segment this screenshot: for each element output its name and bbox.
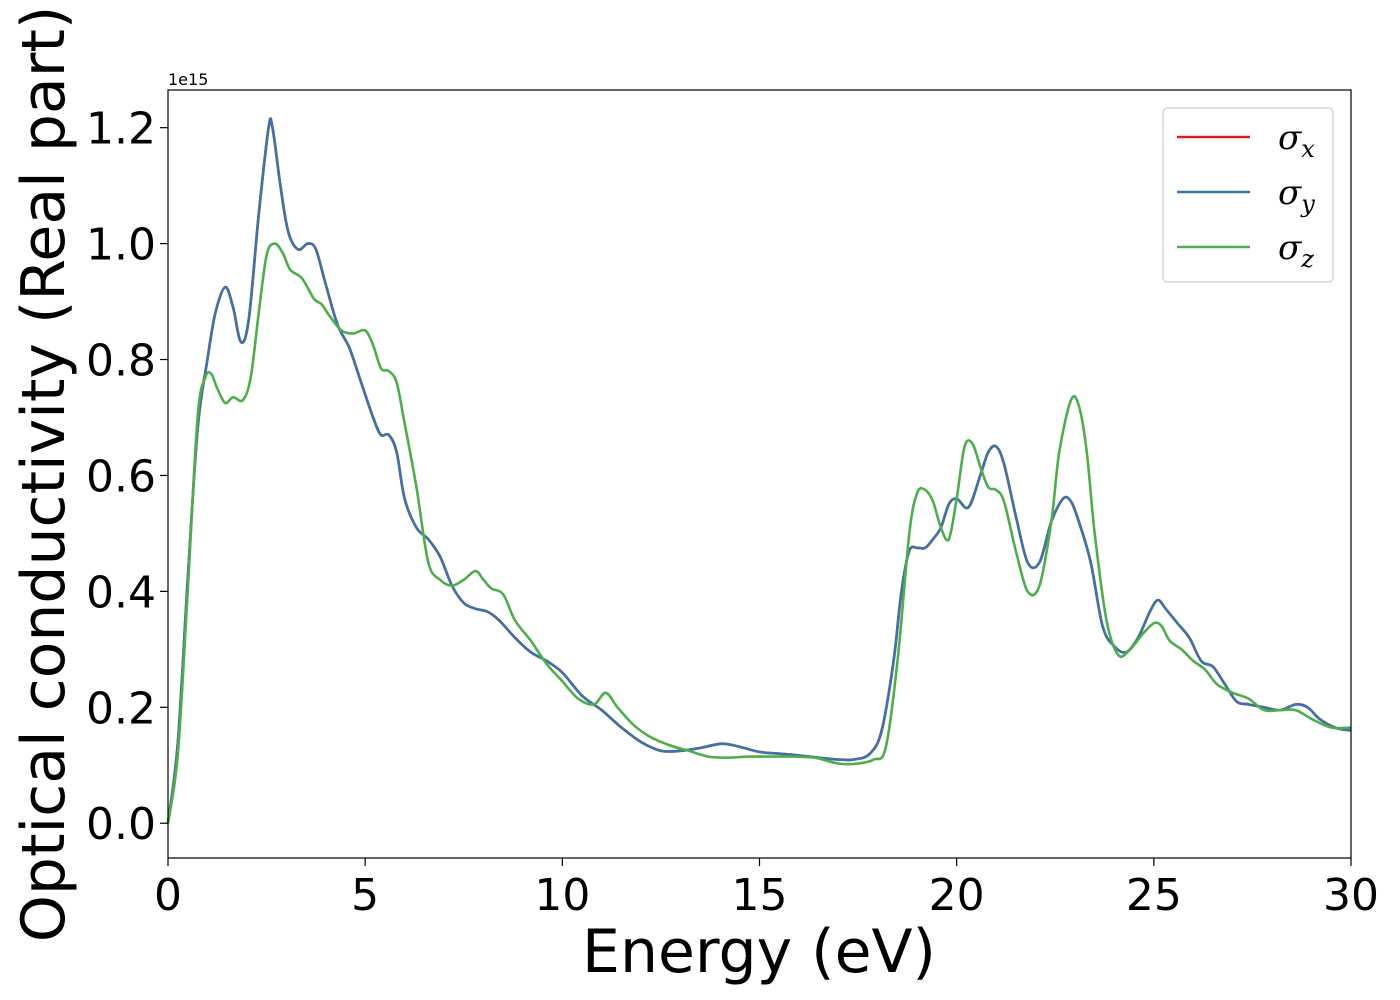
x-tick-label: 15	[732, 870, 788, 921]
x-tick-label: 10	[534, 870, 590, 921]
x-tick-label: 30	[1323, 870, 1379, 921]
y-axis-label: Optical conductivity (Real part)	[9, 6, 79, 943]
y-axis: 0.0 0.2 0.4 0.6 0.8 1.0 1.2	[86, 104, 168, 850]
y-tick-label: 1.2	[86, 104, 156, 155]
x-axis-label: Energy (eV)	[582, 917, 936, 987]
y-tick-label: 0.2	[86, 683, 156, 734]
plot-area-background	[168, 90, 1351, 858]
x-axis: 0 5 10 15 20 25 30	[154, 858, 1379, 921]
x-tick-label: 25	[1126, 870, 1182, 921]
y-tick-label: 0.6	[86, 451, 156, 502]
y-offset-label: 1e15	[168, 70, 208, 89]
y-tick-label: 0.4	[86, 567, 156, 618]
series-line-sigma-y	[166, 117, 1352, 824]
series-layer	[166, 117, 1352, 824]
x-tick-label: 0	[154, 870, 182, 921]
y-tick-label: 0.0	[86, 799, 156, 850]
y-tick-label: 1.0	[86, 220, 156, 271]
x-tick-label: 5	[351, 870, 379, 921]
series-line-sigma-z	[166, 242, 1352, 824]
legend-frame	[1162, 107, 1334, 283]
x-tick-label: 20	[929, 870, 985, 921]
y-tick-label: 0.8	[86, 336, 156, 387]
